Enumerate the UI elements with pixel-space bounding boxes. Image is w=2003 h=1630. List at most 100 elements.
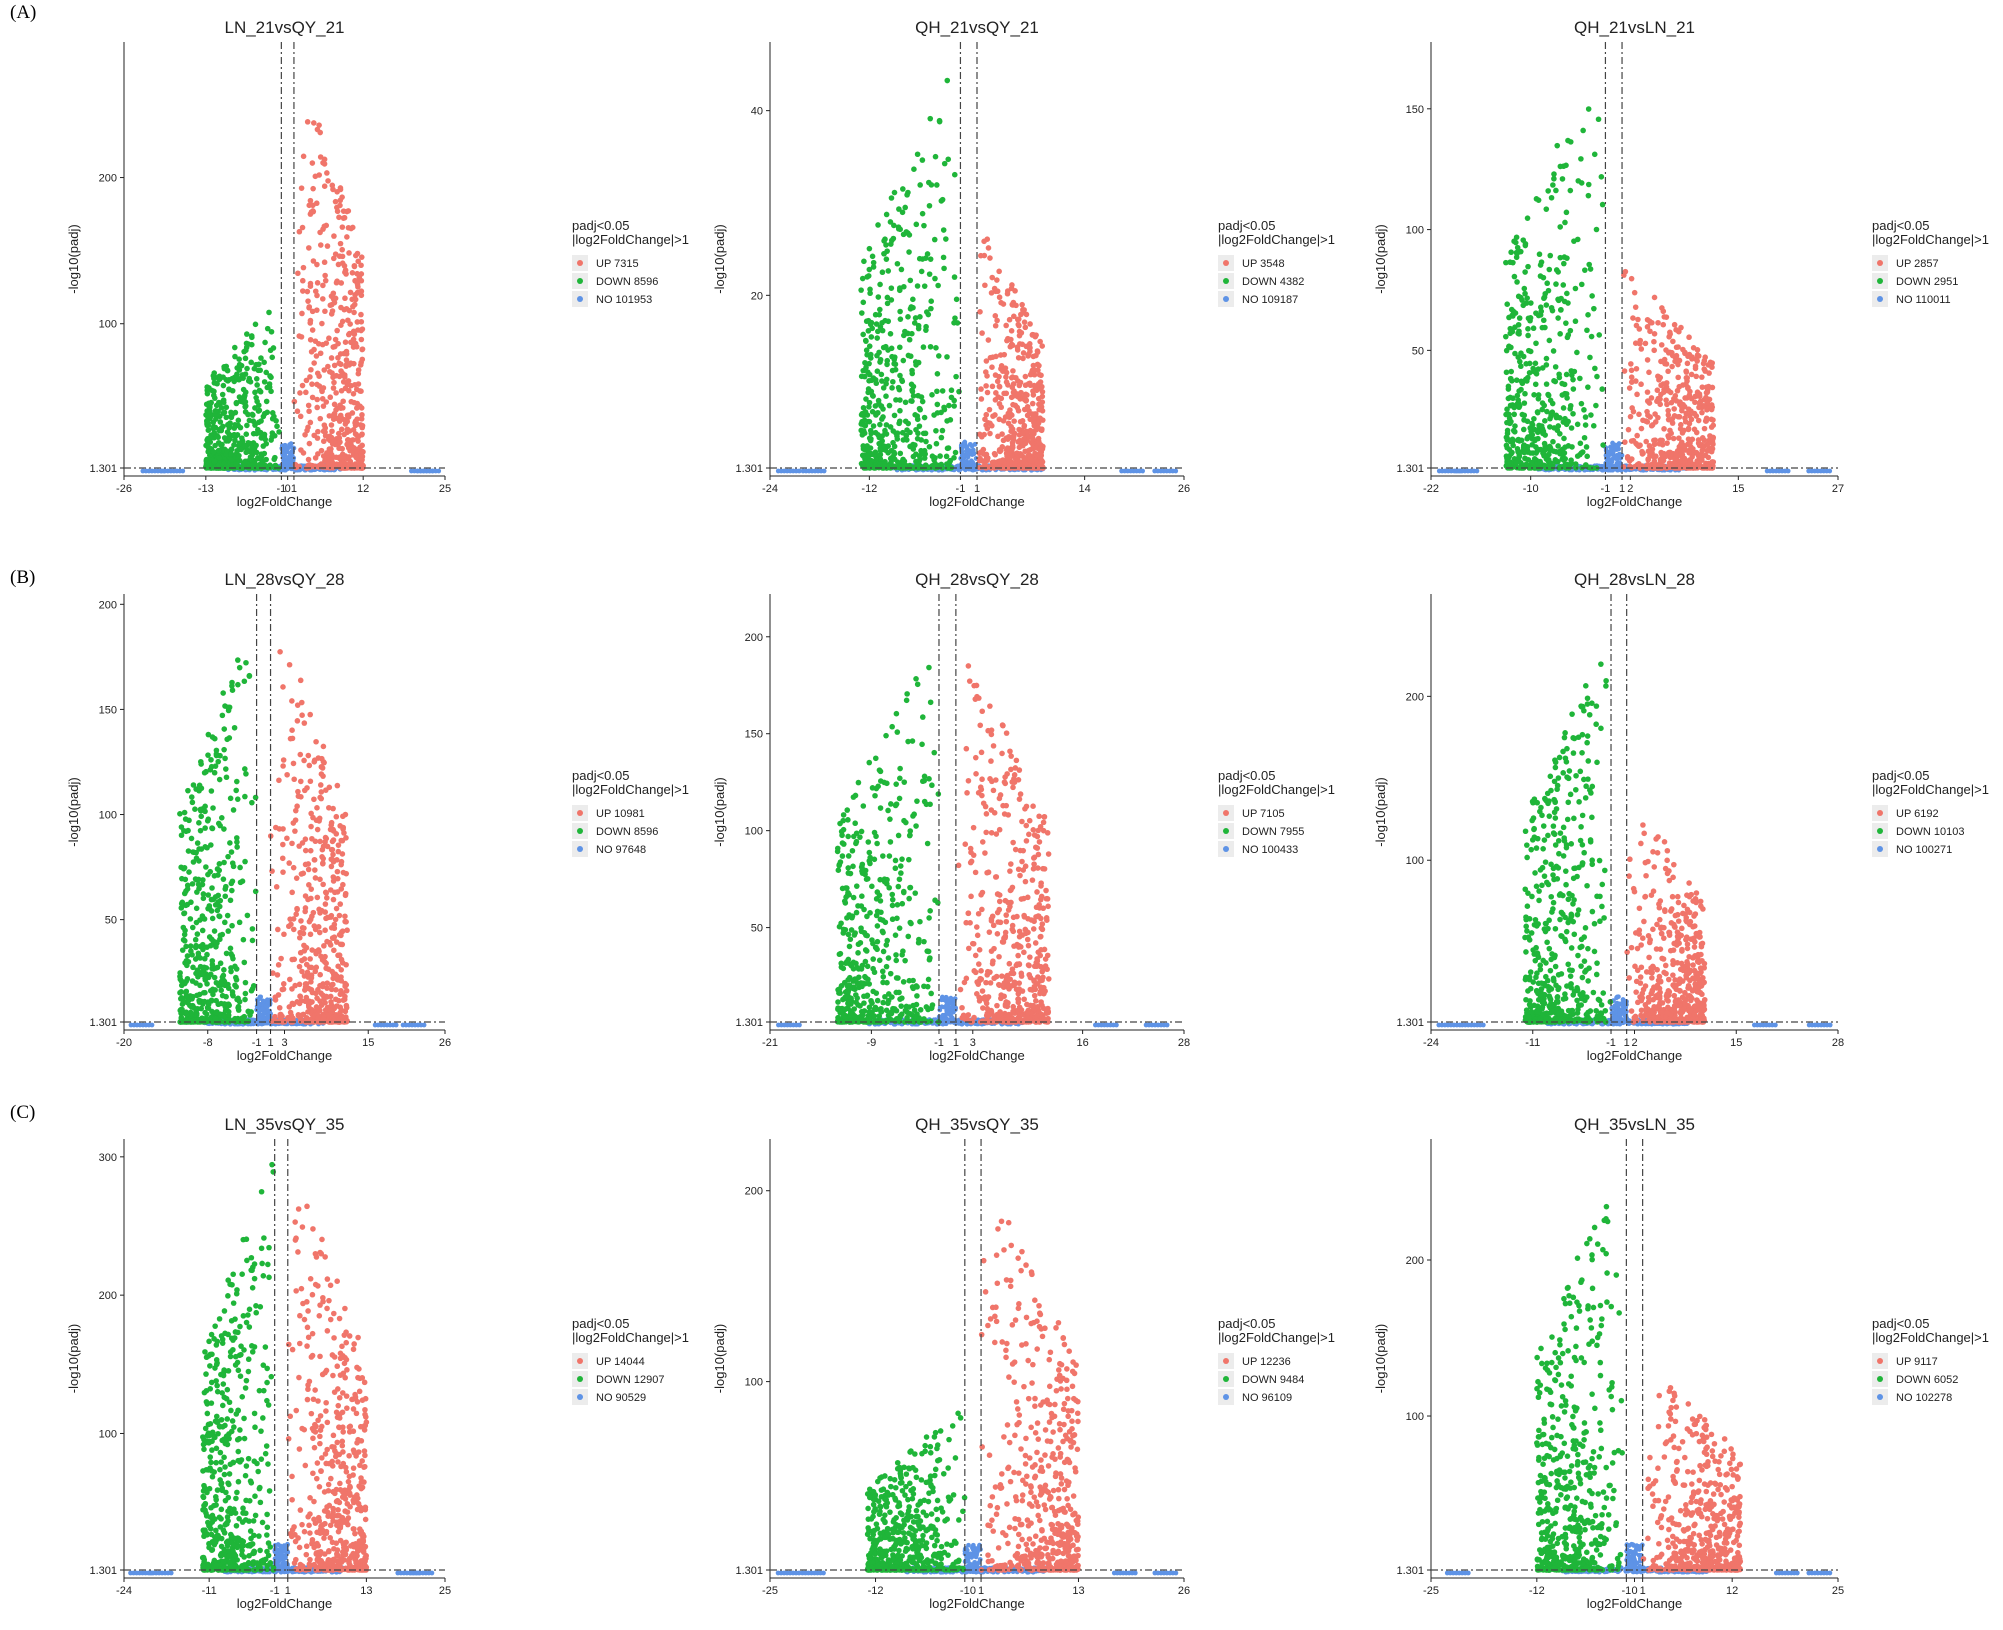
up-point [336,214,342,221]
down-point [1508,306,1515,313]
down-point [1588,412,1594,418]
up-point [314,280,321,286]
up-point [321,156,328,163]
up-point [325,363,331,370]
up-point [357,444,363,450]
down-point [880,385,887,391]
down-point [211,375,217,382]
up-point [349,296,355,303]
down-point [192,936,199,943]
up-point [359,448,366,455]
up-point [1016,382,1023,389]
scatter-points [128,649,427,1028]
down-point [1548,194,1555,201]
down-point [951,274,958,280]
down-point [875,294,882,300]
up-point [339,246,346,253]
down-point [920,450,927,457]
no-point [1764,468,1770,474]
down-point [1569,372,1575,378]
down-point [1537,460,1544,466]
down-point [920,430,927,437]
up-point [345,331,352,338]
up-point [1039,426,1045,432]
down-point [1567,187,1574,194]
down-point [891,412,898,419]
up-point [331,233,337,239]
up-point [1688,408,1694,414]
up-point [998,404,1005,411]
up-point [327,302,334,309]
up-point [311,432,318,439]
up-point [300,450,307,456]
up-point [1022,440,1029,447]
up-point [343,348,350,355]
down-point [884,357,891,364]
up-point [1017,418,1024,425]
down-point [1515,448,1521,455]
up-point [352,292,358,298]
up-point [1037,459,1044,466]
up-point [1636,460,1642,467]
down-point [268,388,274,395]
up-point [1039,408,1046,414]
up-point [331,379,337,386]
down-point [919,210,926,217]
up-point [1634,432,1640,439]
down-point [1577,440,1584,447]
up-point [1655,373,1661,380]
y-tick-label: 1.301 [735,463,763,475]
down-point [936,117,943,124]
up-point [307,419,314,426]
up-point [1014,316,1021,323]
down-point [1536,251,1543,258]
up-point [1687,412,1693,419]
up-point [1634,391,1640,398]
up-point [351,331,358,337]
up-point [1661,426,1667,432]
up-point [1706,370,1712,376]
down-point [880,414,886,420]
down-point [1568,425,1575,431]
up-point [304,427,310,434]
up-point [1008,285,1015,292]
down-point [1538,423,1545,429]
down-point [941,406,948,413]
up-point [1638,381,1644,388]
up-point [1693,373,1700,380]
down-point [234,447,240,454]
up-point [307,336,314,343]
up-point [1634,442,1641,448]
down-point [867,286,873,293]
down-point [236,394,243,400]
down-point [859,432,866,438]
up-point [355,327,361,333]
down-point [883,242,889,248]
y-tick-label: 150 [99,704,117,716]
down-point [228,457,235,463]
down-point [916,423,923,429]
up-point [1662,360,1668,367]
down-point [897,397,903,403]
up-point [981,431,987,438]
down-point [1532,381,1539,388]
up-point [319,395,326,402]
x-tick-label: 25 [439,483,451,495]
down-point [187,916,194,922]
down-point [873,412,879,418]
up-point [1642,340,1649,347]
up-point [1657,437,1664,444]
up-point [1710,417,1716,423]
down-point [220,399,227,406]
down-point [931,236,938,243]
down-point [948,387,955,394]
up-point [1652,411,1658,417]
up-point [1009,301,1016,308]
down-point [1513,254,1520,261]
down-point [934,401,941,408]
down-point [210,425,216,432]
down-point [912,315,919,321]
up-point [330,290,337,297]
up-point [1006,459,1013,466]
